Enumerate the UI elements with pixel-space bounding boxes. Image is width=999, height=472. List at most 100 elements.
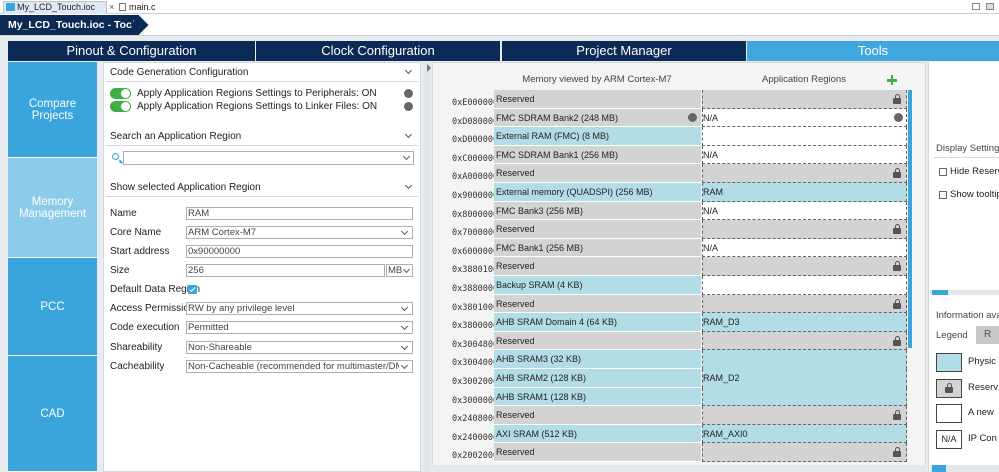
app-region[interactable] — [702, 164, 907, 183]
dropdown[interactable] — [186, 321, 413, 334]
memory-region[interactable] — [494, 406, 701, 425]
checkbox[interactable] — [188, 285, 197, 294]
app-region[interactable] — [702, 108, 907, 128]
app-region[interactable] — [702, 90, 907, 109]
section-rule — [106, 196, 418, 197]
window-button[interactable] — [972, 3, 980, 10]
memory-region[interactable] — [494, 145, 701, 165]
region-label: AHB SRAM2 (128 KB) — [496, 373, 587, 383]
right-scroll-thumb[interactable] — [932, 465, 946, 472]
dropdown[interactable] — [186, 226, 413, 239]
text-input[interactable] — [186, 264, 385, 277]
info-icon[interactable] — [404, 89, 413, 98]
app-region[interactable] — [702, 183, 907, 202]
file-tab[interactable] — [3, 1, 107, 14]
checkbox[interactable] — [939, 191, 947, 199]
app-region[interactable] — [702, 331, 907, 351]
sidebar-item[interactable]: PCC — [8, 258, 97, 356]
app-region[interactable] — [702, 238, 907, 258]
main-tab[interactable]: Tools — [747, 41, 999, 61]
memory-region[interactable] — [494, 276, 701, 295]
legend-button[interactable]: R — [976, 326, 999, 344]
app-region[interactable] — [702, 276, 907, 295]
app-region[interactable] — [702, 443, 907, 462]
file-tab-bar — [0, 0, 999, 14]
scrollbar[interactable] — [908, 90, 912, 348]
app-region[interactable] — [702, 220, 907, 239]
app-region[interactable] — [702, 201, 907, 221]
app-region[interactable] — [702, 387, 907, 407]
memory-region[interactable] — [494, 350, 701, 369]
main-tab[interactable]: Clock Configuration — [256, 41, 500, 61]
memory-region[interactable] — [494, 220, 701, 239]
legend-label: Legend — [936, 330, 968, 341]
splitter[interactable] — [423, 62, 431, 472]
tab-close[interactable]: × — [109, 2, 115, 12]
info-icon[interactable] — [688, 113, 697, 123]
memory-region[interactable] — [494, 313, 701, 332]
app-region[interactable] — [702, 294, 907, 314]
lock-body — [893, 339, 901, 346]
toggle[interactable] — [110, 88, 131, 99]
sidebar-item[interactable]: CAD — [8, 356, 97, 472]
breadcrumb[interactable]: My_LCD_Touch.ioc - Tools — [0, 15, 139, 35]
address-label: 0x24080000 — [452, 414, 504, 425]
main-tab[interactable]: Pinout & Configuration — [8, 41, 255, 61]
memory-region[interactable] — [494, 108, 701, 128]
text-input[interactable] — [186, 207, 413, 220]
legend-badge: N/A — [941, 433, 957, 444]
sidebar-label: Compare Projects — [28, 97, 77, 122]
app-region[interactable] — [702, 424, 907, 444]
app-region[interactable] — [702, 313, 907, 332]
slider-thumb[interactable] — [932, 290, 948, 295]
memory-region[interactable] — [494, 369, 701, 388]
text-input[interactable] — [186, 245, 413, 258]
section-title: Search an Application Region — [110, 131, 242, 142]
search-input[interactable] — [123, 151, 414, 165]
memory-region[interactable] — [494, 90, 701, 109]
app-label: N/A — [703, 149, 719, 160]
field-label: Name — [110, 208, 137, 219]
app-region[interactable] — [702, 127, 907, 146]
memory-region[interactable] — [494, 387, 701, 407]
memory-region[interactable] — [494, 183, 701, 202]
memory-region[interactable] — [494, 127, 701, 146]
app-region[interactable] — [702, 369, 907, 388]
file-tab-label[interactable]: main.c — [129, 2, 156, 12]
right-panel — [928, 62, 999, 472]
lock-body — [893, 265, 901, 272]
memory-region[interactable] — [494, 257, 701, 276]
memory-region[interactable] — [494, 201, 701, 221]
memory-region[interactable] — [494, 424, 701, 444]
sidebar-item[interactable]: Memory Management — [8, 158, 97, 258]
info-icon[interactable] — [404, 102, 413, 111]
dropdown[interactable] — [186, 360, 413, 373]
address-label: 0x30040000 — [452, 358, 504, 369]
info-icon[interactable] — [894, 113, 903, 123]
address-label: 0xD0000000 — [452, 135, 504, 146]
file-tab-label[interactable]: My_LCD_Touch.ioc — [17, 2, 96, 12]
window-button[interactable] — [986, 3, 994, 10]
lock-body — [893, 414, 901, 421]
memory-region[interactable] — [494, 443, 701, 462]
app-region[interactable] — [702, 350, 907, 369]
main-tab[interactable]: Project Manager — [502, 41, 746, 61]
memory-region[interactable] — [494, 294, 701, 314]
memory-region[interactable] — [494, 331, 701, 351]
dropdown[interactable] — [186, 341, 413, 354]
legend-item-label: A new — [968, 407, 994, 418]
address-label: 0xA0000000 — [452, 172, 504, 183]
app-region[interactable] — [702, 145, 907, 165]
sidebar-item[interactable]: Compare Projects — [8, 62, 97, 158]
field-label: Default Data Region — [110, 284, 201, 295]
app-region[interactable] — [702, 406, 907, 425]
app-region[interactable] — [702, 257, 907, 276]
memory-region[interactable] — [494, 164, 701, 183]
dropdown[interactable] — [386, 264, 413, 277]
slider[interactable] — [930, 290, 999, 295]
dropdown[interactable] — [186, 302, 413, 315]
toggle[interactable] — [110, 101, 131, 112]
checkbox[interactable] — [939, 168, 947, 176]
memory-region[interactable] — [494, 238, 701, 258]
